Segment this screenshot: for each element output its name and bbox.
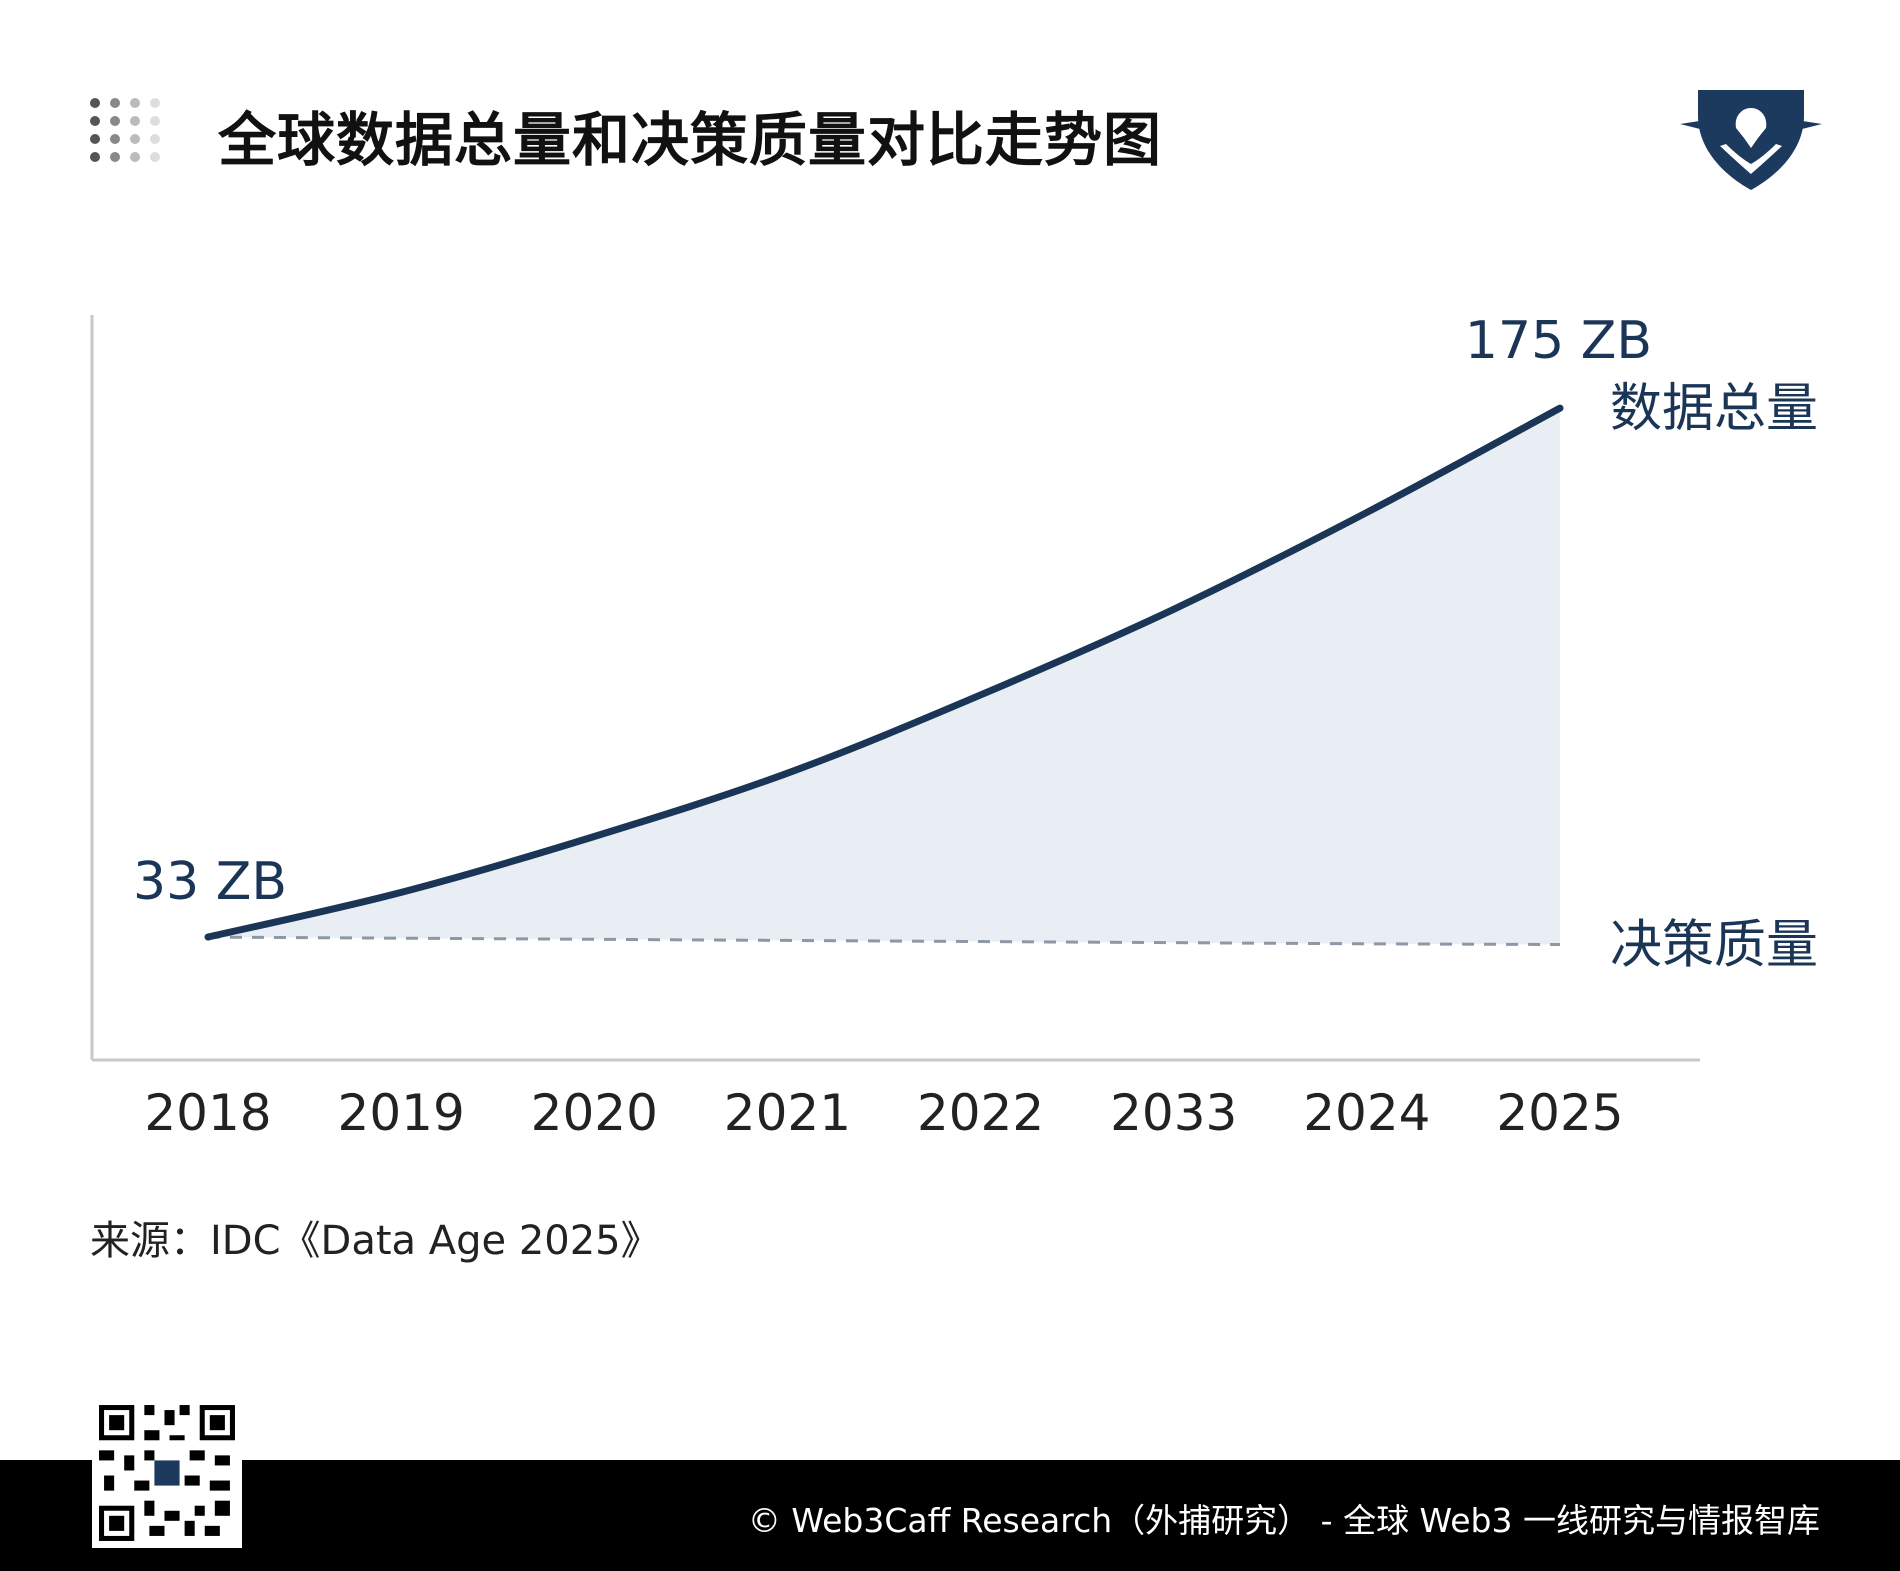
x-tick-label: 2025 [1496, 1084, 1623, 1142]
data-vs-decision-chart: 2018 2019 2020 2021 2022 2033 2024 2025 33 ZB 17… [90, 311, 1818, 1142]
end-value-label: 175 ZB [1465, 311, 1652, 371]
decorative-dots [90, 98, 160, 162]
start-value-label: 33 ZB [133, 852, 287, 912]
source-note: 来源：IDC《Data Age 2025》 [90, 1218, 661, 1264]
qr-code-icon [92, 1398, 242, 1548]
x-tick-label: 2019 [338, 1084, 465, 1142]
x-tick-label: 2033 [1110, 1084, 1237, 1142]
x-tick-label: 2024 [1303, 1084, 1430, 1142]
chart-axes: 2018 2019 2020 2021 2022 2033 2024 2025 [90, 315, 1700, 1142]
chart-lines [204, 404, 1564, 947]
growth-area-fill [208, 408, 1560, 945]
x-tick-label: 2020 [531, 1084, 658, 1142]
footer-bar [0, 1460, 1900, 1571]
chart-area [208, 408, 1560, 945]
footer-copyright: © Web3Caff Research（外捕研究） - 全球 Web3 一线研究… [747, 1501, 1820, 1540]
x-tick-label: 2021 [724, 1084, 851, 1142]
x-tick-label: 2022 [917, 1084, 1044, 1142]
eagle-shield-logo [1680, 90, 1822, 190]
page-title: 全球数据总量和决策质量对比走势图 [218, 106, 1163, 174]
series-label-data-total: 数据总量 [1610, 379, 1818, 439]
series-label-decision-quality: 决策质量 [1610, 916, 1818, 976]
x-tick-label: 2018 [144, 1084, 271, 1142]
data-total-line [204, 404, 1564, 941]
